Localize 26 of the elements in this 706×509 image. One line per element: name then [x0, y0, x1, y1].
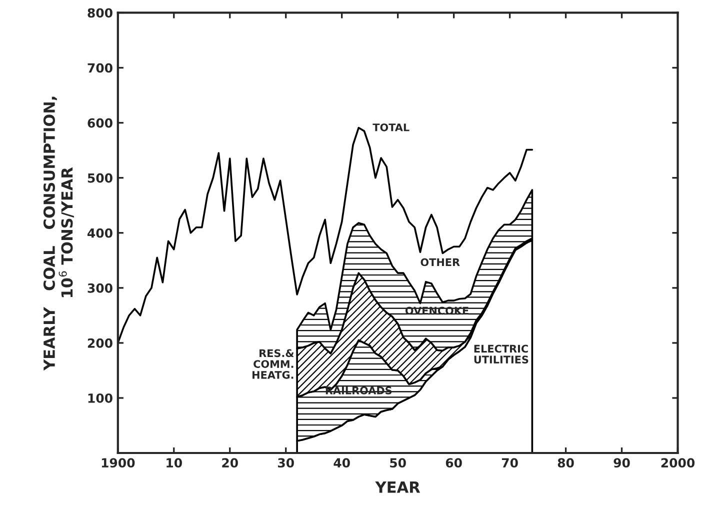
x-tick-label: 20 [222, 458, 238, 468]
x-tick-label: 30 [278, 458, 294, 468]
series-label: RES.& COMM. HEATG. [252, 349, 294, 379]
y-tick-label: 600 [88, 118, 112, 128]
series-label: ELECTRIC UTILITIES [474, 344, 528, 364]
x-tick-label: 10 [166, 458, 182, 468]
series-label: TOTAL [372, 123, 410, 132]
series-label: OVENCOKE [405, 306, 468, 315]
x-tick-label: 1900 [102, 458, 135, 468]
y-tick-label: 100 [88, 393, 112, 403]
x-tick-label: 80 [558, 458, 574, 468]
x-tick-label: 50 [390, 458, 406, 468]
x-tick-label: 40 [334, 458, 350, 468]
y-tick-label: 300 [88, 283, 112, 293]
y-tick-label: 400 [88, 228, 112, 238]
x-tick-label: 60 [446, 458, 462, 468]
y-tick-label: 500 [88, 173, 112, 183]
x-axis-title: YEAR [375, 482, 420, 493]
y-axis-title: YEARLY COAL CONSUMPTION, 10$^{6}$ TONS/YEAR [43, 96, 74, 371]
x-tick-label: 90 [614, 458, 630, 468]
y-tick-label: 700 [88, 63, 112, 73]
annotation: OTHER [420, 258, 460, 266]
x-tick-label: 2000 [661, 458, 695, 468]
x-tick-label: 70 [502, 458, 518, 468]
y-tick-label: 200 [88, 338, 112, 348]
y-tick-label: 800 [88, 8, 112, 18]
